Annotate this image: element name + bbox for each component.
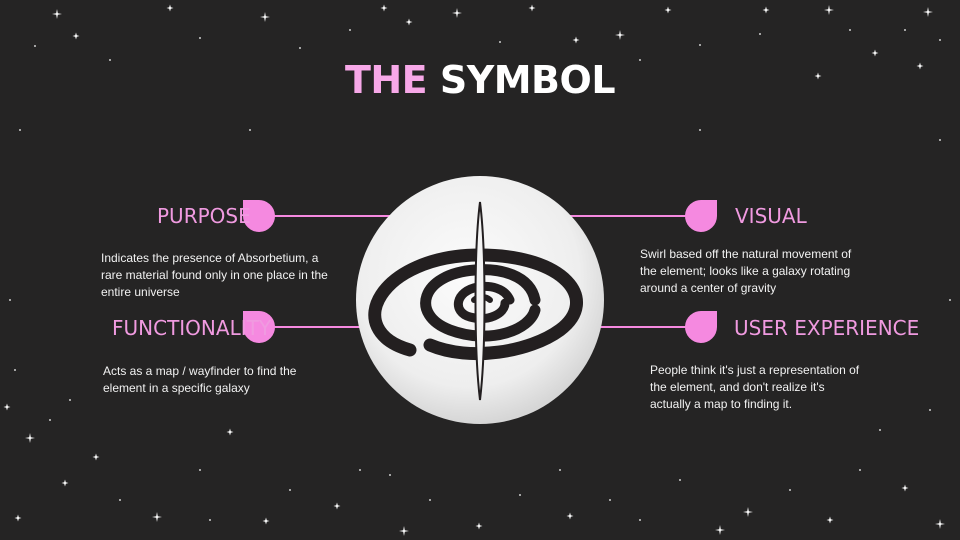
star-sparkle-icon: [664, 6, 672, 14]
star-dot: [34, 45, 36, 47]
star-dot: [119, 499, 121, 501]
star-sparkle-icon: [405, 18, 413, 26]
teardrop-marker-icon: [685, 310, 717, 343]
star-dot: [849, 29, 851, 31]
teardrop-marker-icon: [243, 310, 275, 343]
star-dot: [859, 469, 861, 471]
star-sparkle-icon: [166, 4, 174, 12]
star-dot: [109, 59, 111, 61]
star-dot: [289, 489, 291, 491]
star-dot: [639, 519, 641, 521]
star-sparkle-icon: [916, 62, 924, 70]
star-sparkle-icon: [824, 5, 834, 15]
star-dot: [359, 469, 361, 471]
star-dot: [759, 33, 761, 35]
text-purpose: Indicates the presence of Absorbetium, a…: [101, 251, 328, 299]
star-sparkle-icon: [715, 525, 725, 535]
star-dot: [789, 489, 791, 491]
star-dot: [199, 37, 201, 39]
star-dot: [879, 429, 881, 431]
title-rest: SYMBOL: [439, 58, 616, 102]
star-dot: [14, 369, 16, 371]
heading-user-experience: USER EXPERIENCE: [734, 316, 920, 340]
star-dot: [639, 59, 641, 61]
teardrop-marker-icon: [685, 199, 717, 232]
star-sparkle-icon: [3, 403, 11, 411]
star-sparkle-icon: [333, 502, 341, 510]
star-sparkle-icon: [262, 517, 270, 525]
star-dot: [949, 299, 951, 301]
star-dot: [519, 494, 521, 496]
star-dot: [249, 129, 251, 131]
star-dot: [389, 474, 391, 476]
star-dot: [939, 139, 941, 141]
star-dot: [609, 499, 611, 501]
star-dot: [209, 519, 211, 521]
star-sparkle-icon: [871, 49, 879, 57]
star-sparkle-icon: [814, 72, 822, 80]
star-sparkle-icon: [52, 9, 62, 19]
star-sparkle-icon: [61, 479, 69, 487]
star-sparkle-icon: [826, 516, 834, 524]
star-sparkle-icon: [92, 453, 100, 461]
teardrop-marker-icon: [243, 199, 275, 232]
star-sparkle-icon: [452, 8, 462, 18]
heading-functionality: FUNCTIONALITY: [112, 316, 272, 340]
star-sparkle-icon: [226, 428, 234, 436]
star-sparkle-icon: [380, 4, 388, 12]
star-dot: [939, 39, 941, 41]
star-dot: [699, 44, 701, 46]
star-sparkle-icon: [566, 512, 574, 520]
star-dot: [199, 469, 201, 471]
star-sparkle-icon: [72, 32, 80, 40]
star-sparkle-icon: [14, 514, 22, 522]
galaxy-swirl-symbol: [368, 248, 583, 361]
heading-purpose: PURPOSE: [157, 204, 251, 228]
star-dot: [19, 129, 21, 131]
star-sparkle-icon: [743, 507, 753, 517]
star-dot: [904, 29, 906, 31]
star-sparkle-icon: [923, 7, 933, 17]
title-lead: THE: [344, 58, 428, 102]
text-visual: Swirl based off the natural movement of …: [640, 247, 852, 295]
star-sparkle-icon: [475, 522, 483, 530]
star-dot: [49, 419, 51, 421]
star-dot: [559, 469, 561, 471]
star-dot: [499, 41, 501, 43]
star-dot: [69, 399, 71, 401]
star-sparkle-icon: [260, 12, 270, 22]
star-dot: [679, 479, 681, 481]
star-dot: [299, 47, 301, 49]
heading-visual: VISUAL: [735, 204, 807, 228]
star-sparkle-icon: [399, 526, 409, 536]
star-dot: [9, 299, 11, 301]
wayfinder-needle: [474, 201, 486, 401]
star-sparkle-icon: [901, 484, 909, 492]
star-sparkle-icon: [935, 519, 945, 529]
star-dot: [429, 499, 431, 501]
text-functionality: Acts as a map / wayfinder to find the el…: [103, 364, 297, 395]
star-sparkle-icon: [528, 4, 536, 12]
text-user-experience: People think it's just a representation …: [650, 363, 860, 411]
star-sparkle-icon: [572, 36, 580, 44]
star-dot: [929, 409, 931, 411]
star-sparkle-icon: [152, 512, 162, 522]
page-title: THE SYMBOL: [0, 58, 960, 102]
star-dot: [699, 129, 701, 131]
star-sparkle-icon: [25, 433, 35, 443]
star-sparkle-icon: [762, 6, 770, 14]
star-sparkle-icon: [615, 30, 625, 40]
star-dot: [349, 29, 351, 31]
